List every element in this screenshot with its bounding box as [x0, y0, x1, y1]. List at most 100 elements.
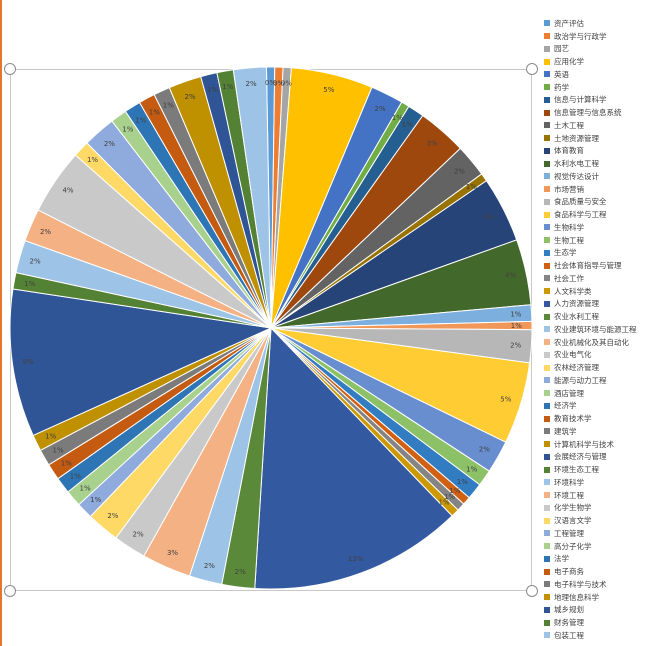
slice-data-label-7: 3% [427, 139, 438, 147]
legend-swatch [544, 530, 550, 537]
slice-data-label-37: 2% [40, 228, 51, 236]
slice-data-label-5: 1% [392, 114, 403, 122]
legend-label: 高分子化学 [554, 541, 592, 551]
legend-label: 电子科学与技术 [554, 579, 607, 589]
slice-data-label-6: 1% [402, 120, 413, 128]
slice-data-label-4: 2% [375, 105, 386, 113]
legend-label: 包装工程 [554, 630, 584, 640]
slice-data-label-20: 1% [444, 493, 455, 501]
legend-item: 土木工程 [544, 119, 649, 132]
legend-swatch [544, 135, 550, 142]
legend-swatch [544, 45, 550, 52]
legend-item: 农业机械化及其自动化 [544, 336, 649, 349]
legend-label: 财务管理 [554, 618, 584, 628]
legend-item: 能源与动力工程 [544, 374, 649, 387]
slice-data-label-33: 1% [45, 433, 56, 441]
slice-data-label-23: 2% [235, 568, 246, 576]
legend-swatch [544, 173, 550, 180]
legend-item: 园艺 [544, 43, 649, 56]
slice-data-label-11: 4% [505, 272, 516, 280]
legend-label: 工程管理 [554, 528, 584, 538]
legend-item: 包装工程 [544, 629, 649, 642]
legend-swatch [544, 351, 550, 358]
legend-swatch [544, 109, 550, 116]
legend-item: 酒店管理 [544, 387, 649, 400]
legend-swatch [544, 581, 550, 588]
legend-item: 生态学 [544, 247, 649, 260]
legend-item: 农业建筑环境与能源工程 [544, 323, 649, 336]
legend-label: 法学 [554, 554, 569, 564]
legend-swatch [544, 20, 550, 27]
slice-data-label-14: 2% [510, 342, 521, 350]
legend-item: 环境工程 [544, 489, 649, 502]
slice-data-label-41: 1% [122, 125, 133, 133]
window-left-edge [0, 0, 2, 646]
legend-label: 建筑学 [554, 426, 577, 436]
legend-item: 土地资源管理 [544, 132, 649, 145]
legend-label: 化学生物学 [554, 503, 592, 513]
legend-swatch [544, 441, 550, 448]
legend-label: 农业电气化 [554, 350, 592, 360]
legend-swatch [544, 96, 550, 103]
legend-swatch [544, 594, 550, 601]
legend-label: 食品科学与工程 [554, 210, 607, 220]
legend-swatch [544, 453, 550, 460]
legend-label: 农林经济管理 [554, 363, 599, 373]
legend-label: 会展经济与管理 [554, 452, 607, 462]
legend-swatch [544, 326, 550, 333]
legend-label: 经济学 [554, 401, 577, 411]
resize-handle-top-right[interactable] [526, 63, 538, 75]
legend-swatch [544, 466, 550, 473]
legend-swatch [544, 568, 550, 575]
legend-item: 农林经济管理 [544, 361, 649, 374]
pie-slice-22 [254, 326, 453, 590]
slice-data-label-45: 2% [184, 93, 195, 101]
slice-data-label-10: 4% [484, 213, 495, 221]
legend-swatch [544, 632, 550, 639]
slice-data-label-46: 1% [207, 86, 218, 94]
legend-label: 政治学与行政学 [554, 31, 607, 41]
legend-swatch [544, 71, 550, 78]
slice-data-label-15: 5% [500, 396, 511, 404]
legend-item: 生物科学 [544, 221, 649, 234]
legend-item: 政治学与行政学 [544, 30, 649, 43]
legend-item: 化学生物学 [544, 502, 649, 515]
slice-data-label-32: 1% [53, 446, 64, 454]
legend-label: 环境科学 [554, 477, 584, 487]
resize-handle-bottom-right[interactable] [526, 585, 538, 597]
legend-label: 信息管理与信息系统 [554, 108, 622, 118]
slice-data-label-0: 0% [265, 79, 276, 87]
legend-swatch [544, 339, 550, 346]
legend-label: 农业水利工程 [554, 312, 599, 322]
resize-handle-top-left[interactable] [4, 63, 16, 75]
slice-data-label-1: 0% [273, 79, 284, 87]
slice-data-label-30: 1% [70, 473, 81, 481]
slice-data-label-16: 2% [479, 446, 490, 454]
slice-data-label-34: 9% [22, 358, 33, 366]
slice-data-label-17: 1% [466, 466, 477, 474]
legend-swatch [544, 262, 550, 269]
legend-label: 生态学 [554, 248, 577, 258]
legend-label: 药学 [554, 82, 569, 92]
slice-data-label-28: 1% [90, 496, 101, 504]
slice-data-label-21: 1% [439, 498, 450, 506]
legend-item: 视觉传达设计 [544, 170, 649, 183]
legend-item: 市场营销 [544, 183, 649, 196]
legend-swatch [544, 619, 550, 626]
legend-item: 生物工程 [544, 234, 649, 247]
resize-handle-bottom-left[interactable] [4, 585, 16, 597]
legend-item: 信息与计算科学 [544, 94, 649, 107]
legend-label: 计算机科学与技术 [554, 439, 614, 449]
legend-label: 视觉传达设计 [554, 171, 599, 181]
legend-swatch [544, 555, 550, 562]
slice-data-label-43: 1% [149, 109, 160, 117]
legend-swatch [544, 377, 550, 384]
legend-item: 地理信息科学 [544, 591, 649, 604]
slice-data-label-13: 1% [511, 322, 522, 330]
legend-swatch [544, 428, 550, 435]
legend-item: 体育教育 [544, 145, 649, 158]
legend-item: 应用化学 [544, 55, 649, 68]
legend-item: 农业电气化 [544, 349, 649, 362]
legend-swatch [544, 543, 550, 550]
legend-item: 建筑学 [544, 425, 649, 438]
